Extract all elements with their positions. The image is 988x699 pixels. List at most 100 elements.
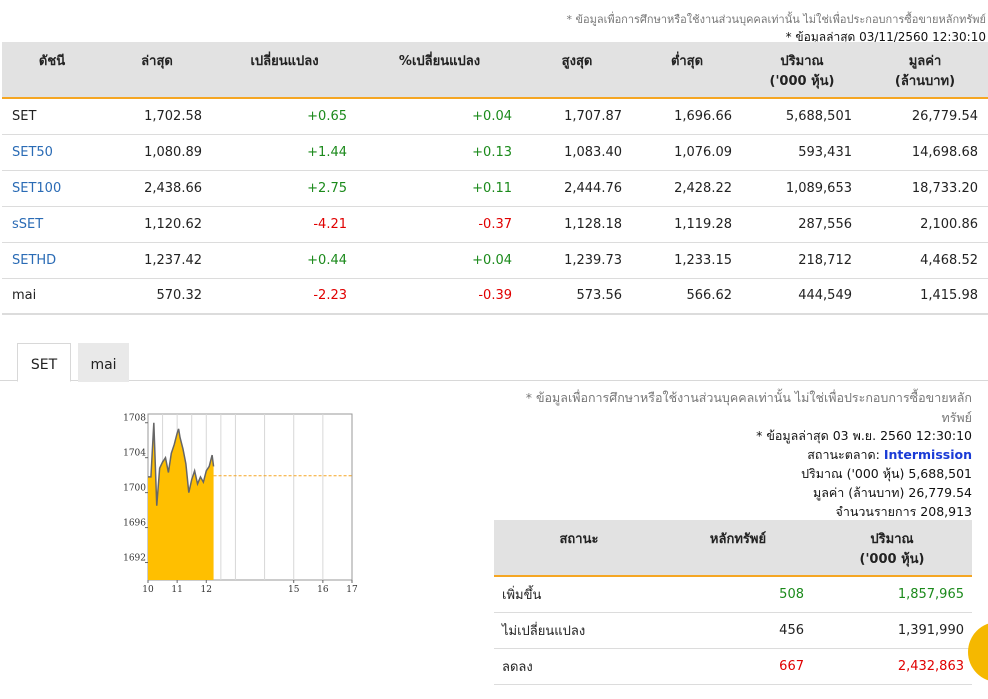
intraday-chart-svg: 1708 1704 1700 1696 1692 10 11 12 15 16 17 [123, 413, 358, 595]
index-link-set50[interactable]: SET50 [2, 134, 102, 171]
market-breadth-table: สถานะ หลักทรัพย์ ปริมาณ ('000 หุ้น) เพิ่ม… [494, 520, 972, 685]
breadth-header-status: สถานะ [494, 520, 664, 577]
index-change: +2.75 [212, 170, 357, 207]
index-volume: 593,431 [742, 134, 862, 171]
market-volume-label: ปริมาณ ('000 หุ้น) [801, 466, 905, 481]
breadth-securities: 667 [664, 648, 812, 685]
index-low: 1,119.28 [632, 206, 742, 243]
intraday-chart: 1708 1704 1700 1696 1692 10 11 12 15 16 17 [118, 412, 358, 595]
market-trades: จำนวนรายการ 208,913 [836, 502, 973, 522]
breadth-volume: 2,432,863 [812, 648, 972, 685]
index-high: 1,083.40 [522, 134, 632, 171]
index-volume: 218,712 [742, 242, 862, 279]
index-row-sset: sSET 1,120.62 -4.21 -0.37 1,128.18 1,119… [2, 206, 988, 243]
index-pct-change: +0.11 [357, 170, 522, 207]
chart-y-tick-label: 1700 [123, 484, 146, 494]
index-row-set100: SET100 2,438.66 +2.75 +0.11 2,444.76 2,4… [2, 170, 988, 207]
chart-x-tick-label: 17 [346, 585, 358, 592]
index-pct-change: -0.39 [357, 278, 522, 315]
chart-x-tick-label: 16 [317, 585, 329, 592]
index-change: -4.21 [212, 206, 357, 243]
market-trades-label: จำนวนรายการ [835, 504, 917, 519]
index-link-sethd[interactable]: SETHD [2, 242, 102, 279]
market-status-label: สถานะตลาด: [807, 447, 880, 462]
breadth-securities: 456 [664, 612, 812, 649]
header-volume-line2: ('000 หุ้น) [769, 74, 835, 89]
breadth-volume: 1,857,965 [812, 576, 972, 613]
index-low: 566.62 [632, 278, 742, 315]
index-last: 570.32 [102, 278, 212, 315]
chart-x-tick-label: 10 [142, 585, 154, 592]
index-row-sethd: SETHD 1,237.42 +0.44 +0.04 1,239.73 1,23… [2, 242, 988, 279]
index-low: 2,428.22 [632, 170, 742, 207]
market-volume: ปริมาณ ('000 หุ้น) 5,688,501 [801, 464, 972, 484]
header-volume: ปริมาณ ('000 หุ้น) [742, 42, 862, 99]
tab-mai[interactable]: mai [78, 343, 129, 382]
index-high: 573.56 [522, 278, 632, 315]
index-change: +0.65 [212, 98, 357, 135]
chart-x-tick-label: 12 [201, 585, 212, 592]
breadth-status: ไม่เปลี่ยนแปลง [494, 612, 664, 649]
index-last: 1,237.42 [102, 242, 212, 279]
index-change: +1.44 [212, 134, 357, 171]
header-volume-line1: ปริมาณ [780, 54, 824, 69]
chart-x-tick-label: 11 [171, 585, 182, 592]
index-value: 1,415.98 [862, 278, 988, 315]
index-value: 26,779.54 [862, 98, 988, 135]
market-tabs: SET mai [0, 343, 988, 382]
index-table-header: ดัชนี ล่าสุด เปลี่ยนแปลง %เปลี่ยนแปลง สู… [2, 42, 988, 99]
header-value-line1: มูลค่า [908, 54, 942, 69]
index-volume: 1,089,653 [742, 170, 862, 207]
market-status: สถานะตลาด: Intermission [807, 445, 972, 465]
breadth-row-advance: เพิ่มขึ้น 508 1,857,965 [494, 576, 972, 613]
index-last: 1,120.62 [102, 206, 212, 243]
index-pct-change: +0.04 [357, 98, 522, 135]
header-index: ดัชนี [2, 42, 102, 99]
chart-y-tick-label: 1692 [123, 554, 146, 564]
index-volume: 444,549 [742, 278, 862, 315]
index-high: 1,707.87 [522, 98, 632, 135]
index-value: 2,100.86 [862, 206, 988, 243]
market-trades-value: 208,913 [920, 504, 972, 519]
index-last: 2,438.66 [102, 170, 212, 207]
chart-x-tick-label: 15 [288, 585, 300, 592]
breadth-status: ลดลง [494, 648, 664, 685]
index-last: 1,080.89 [102, 134, 212, 171]
index-name: SET [2, 98, 102, 135]
index-low: 1,696.66 [632, 98, 742, 135]
panel-last-updated: * ข้อมูลล่าสุด 03 พ.ย. 2560 12:30:10 [756, 428, 972, 443]
header-high: สูงสุด [522, 42, 632, 99]
index-row-mai: mai 570.32 -2.23 -0.39 573.56 566.62 444… [2, 278, 988, 315]
market-volume-value: 5,688,501 [908, 466, 972, 481]
index-value: 18,733.20 [862, 170, 988, 207]
chart-y-tick-label: 1704 [123, 449, 146, 459]
chart-y-tick-label: 1696 [123, 519, 146, 529]
index-link-set100[interactable]: SET100 [2, 170, 102, 207]
index-value: 4,468.52 [862, 242, 988, 279]
market-value-value: 26,779.54 [908, 485, 972, 500]
top-last-updated: * ข้อมูลล่าสุด 03/11/2560 12:30:10 [785, 30, 986, 44]
index-name: mai [2, 278, 102, 315]
index-row-set: SET 1,702.58 +0.65 +0.04 1,707.87 1,696.… [2, 98, 988, 135]
chart-area [148, 422, 214, 580]
index-pct-change: +0.13 [357, 134, 522, 171]
chart-price-line [148, 422, 215, 506]
chart-y-tick-label: 1708 [123, 414, 146, 424]
index-last: 1,702.58 [102, 98, 212, 135]
index-value: 14,698.68 [862, 134, 988, 171]
tab-set[interactable]: SET [17, 343, 71, 382]
panel-disclaimer: * ข้อมูลเพื่อการศึกษาหรือใช้งานส่วนบุคคล… [525, 390, 972, 425]
index-low: 1,233.15 [632, 242, 742, 279]
index-volume: 5,688,501 [742, 98, 862, 135]
index-link-sset[interactable]: sSET [2, 206, 102, 243]
breadth-volume: 1,391,990 [812, 612, 972, 649]
breadth-securities: 508 [664, 576, 812, 613]
index-table: ดัชนี ล่าสุด เปลี่ยนแปลง %เปลี่ยนแปลง สู… [2, 42, 988, 315]
header-value: มูลค่า (ล้านบาท) [862, 42, 988, 99]
breadth-status: เพิ่มขึ้น [494, 576, 664, 613]
breadth-row-decline: ลดลง 667 2,432,863 [494, 648, 972, 685]
index-row-set50: SET50 1,080.89 +1.44 +0.13 1,083.40 1,07… [2, 134, 988, 171]
index-high: 2,444.76 [522, 170, 632, 207]
market-status-value: Intermission [883, 447, 972, 462]
floating-widget-button[interactable] [968, 622, 988, 682]
